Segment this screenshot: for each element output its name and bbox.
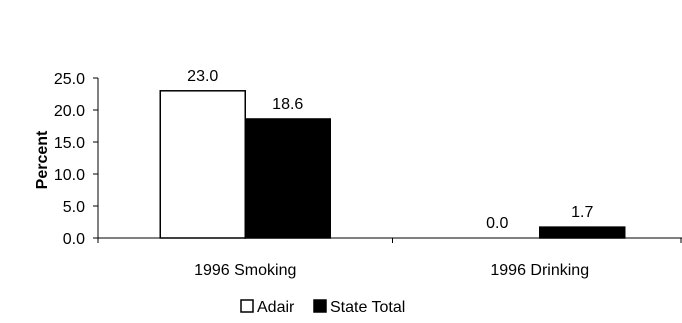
y-tick-label: 20.0 — [54, 103, 85, 120]
data-label: 0.0 — [486, 215, 508, 232]
y-tick-label: 0.0 — [63, 231, 85, 248]
legend: Adair State Total — [240, 299, 405, 316]
y-tick-label: 10.0 — [54, 167, 85, 184]
data-labels: 23.0 18.6 0.0 1.7 — [187, 68, 593, 232]
y-tick-label: 5.0 — [63, 199, 85, 216]
bars — [159, 90, 626, 239]
y-tick-label: 25.0 — [54, 71, 85, 88]
data-label: 1.7 — [571, 204, 593, 221]
legend-label: State Total — [330, 299, 405, 316]
bar — [539, 226, 626, 239]
legend-swatch — [240, 299, 254, 313]
legend-swatch — [313, 299, 327, 313]
y-tick-label: 15.0 — [54, 135, 85, 152]
bar — [159, 90, 246, 239]
legend-label: Adair — [257, 299, 295, 316]
legend-item: Adair — [240, 299, 295, 316]
x-axis: 1996 Smoking 1996 Drinking — [97, 237, 682, 279]
data-label: 23.0 — [187, 68, 218, 85]
x-tick-label: 1996 Smoking — [194, 262, 296, 279]
legend-item: State Total — [313, 299, 405, 316]
y-axis: 0.0 5.0 10.0 15.0 20.0 25.0 — [54, 71, 99, 248]
bar — [244, 118, 331, 239]
x-tick-label: 1996 Drinking — [490, 262, 589, 279]
y-axis-title: Percent — [34, 130, 51, 189]
data-label: 18.6 — [272, 96, 303, 113]
